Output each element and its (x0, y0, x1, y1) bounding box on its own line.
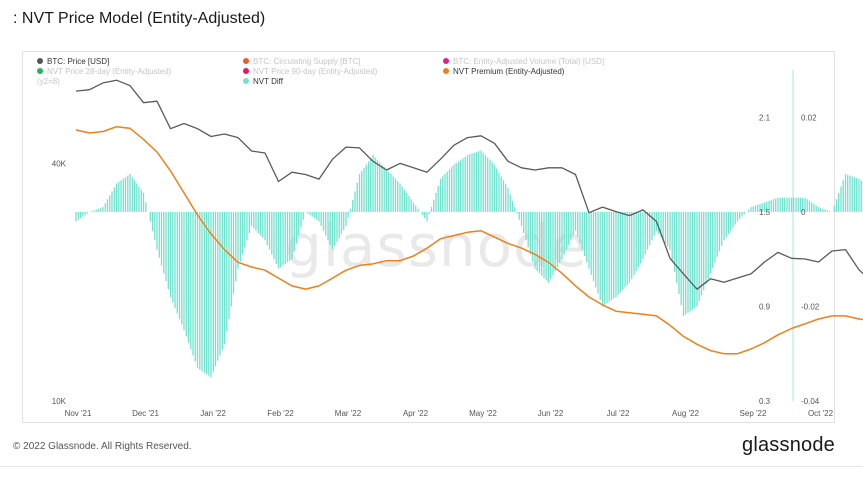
y-right-tick-label: 0.02 (801, 113, 817, 122)
y-left-tick-label: 10K (52, 397, 67, 406)
x-tick-label: Oct '22 (808, 409, 834, 418)
legend-item-nvt-diff[interactable]: NVT Diff (243, 77, 283, 86)
footer-divider (0, 466, 863, 467)
legend-dot (37, 68, 43, 74)
y-right-tick-label: -0.04 (801, 397, 820, 406)
legend-item-nvt-premium[interactable]: NVT Premium (Entity-Adjusted) (443, 67, 564, 76)
legend-item-btc-price[interactable]: BTC: Price [USD] (37, 57, 109, 66)
x-tick-label: Jul '22 (607, 409, 630, 418)
legend-item-nvt-price-28d[interactable]: NVT Price 28-day (Entity-Adjusted) (37, 67, 171, 76)
legend-dot (243, 58, 249, 64)
legend-note: (y2=8) (37, 77, 60, 86)
y-mid-tick-label: 2.1 (759, 113, 771, 122)
y-right-tick-label: -0.02 (801, 302, 820, 311)
x-tick-label: Aug '22 (672, 409, 699, 418)
x-tick-label: Jan '22 (200, 409, 226, 418)
page-title: : NVT Price Model (Entity-Adjusted) (13, 10, 266, 27)
x-tick-label: Feb '22 (267, 409, 294, 418)
x-tick-label: May '22 (469, 409, 497, 418)
x-tick-label: Sep '22 (740, 409, 767, 418)
x-tick-label: Nov '21 (65, 409, 92, 418)
x-tick-label: Dec '21 (132, 409, 159, 418)
y-mid-tick-label: 1.5 (759, 208, 771, 217)
nvt-premium-line (75, 125, 863, 355)
copyright-text: © 2022 Glassnode. All Rights Reserved. (13, 441, 192, 452)
y-left-tick-label: 40K (52, 159, 67, 168)
legend-dot (443, 58, 449, 64)
legend-item-nvt-price-90d[interactable]: NVT Price 90-day (Entity-Adjusted) (243, 67, 377, 76)
x-tick-label: Mar '22 (335, 409, 362, 418)
legend-dot (243, 68, 249, 74)
btc-price-line (75, 79, 863, 290)
x-tick-label: Apr '22 (403, 409, 429, 418)
y-mid-tick-label: 0.3 (759, 397, 771, 406)
legend-dot (37, 58, 43, 64)
y-right-tick-label: 0 (801, 208, 806, 217)
legend-dot (443, 68, 449, 74)
glassnode-logo: glassnode (742, 434, 835, 456)
legend-item-circulating-supply[interactable]: BTC: Circulating Supply [BTC] (243, 57, 361, 66)
legend-item-entity-volume[interactable]: BTC: Entity-Adjusted Volume (Total) [USD… (443, 57, 604, 66)
x-tick-label: Jun '22 (538, 409, 564, 418)
legend-dot (243, 78, 249, 84)
y-mid-tick-label: 0.9 (759, 302, 771, 311)
